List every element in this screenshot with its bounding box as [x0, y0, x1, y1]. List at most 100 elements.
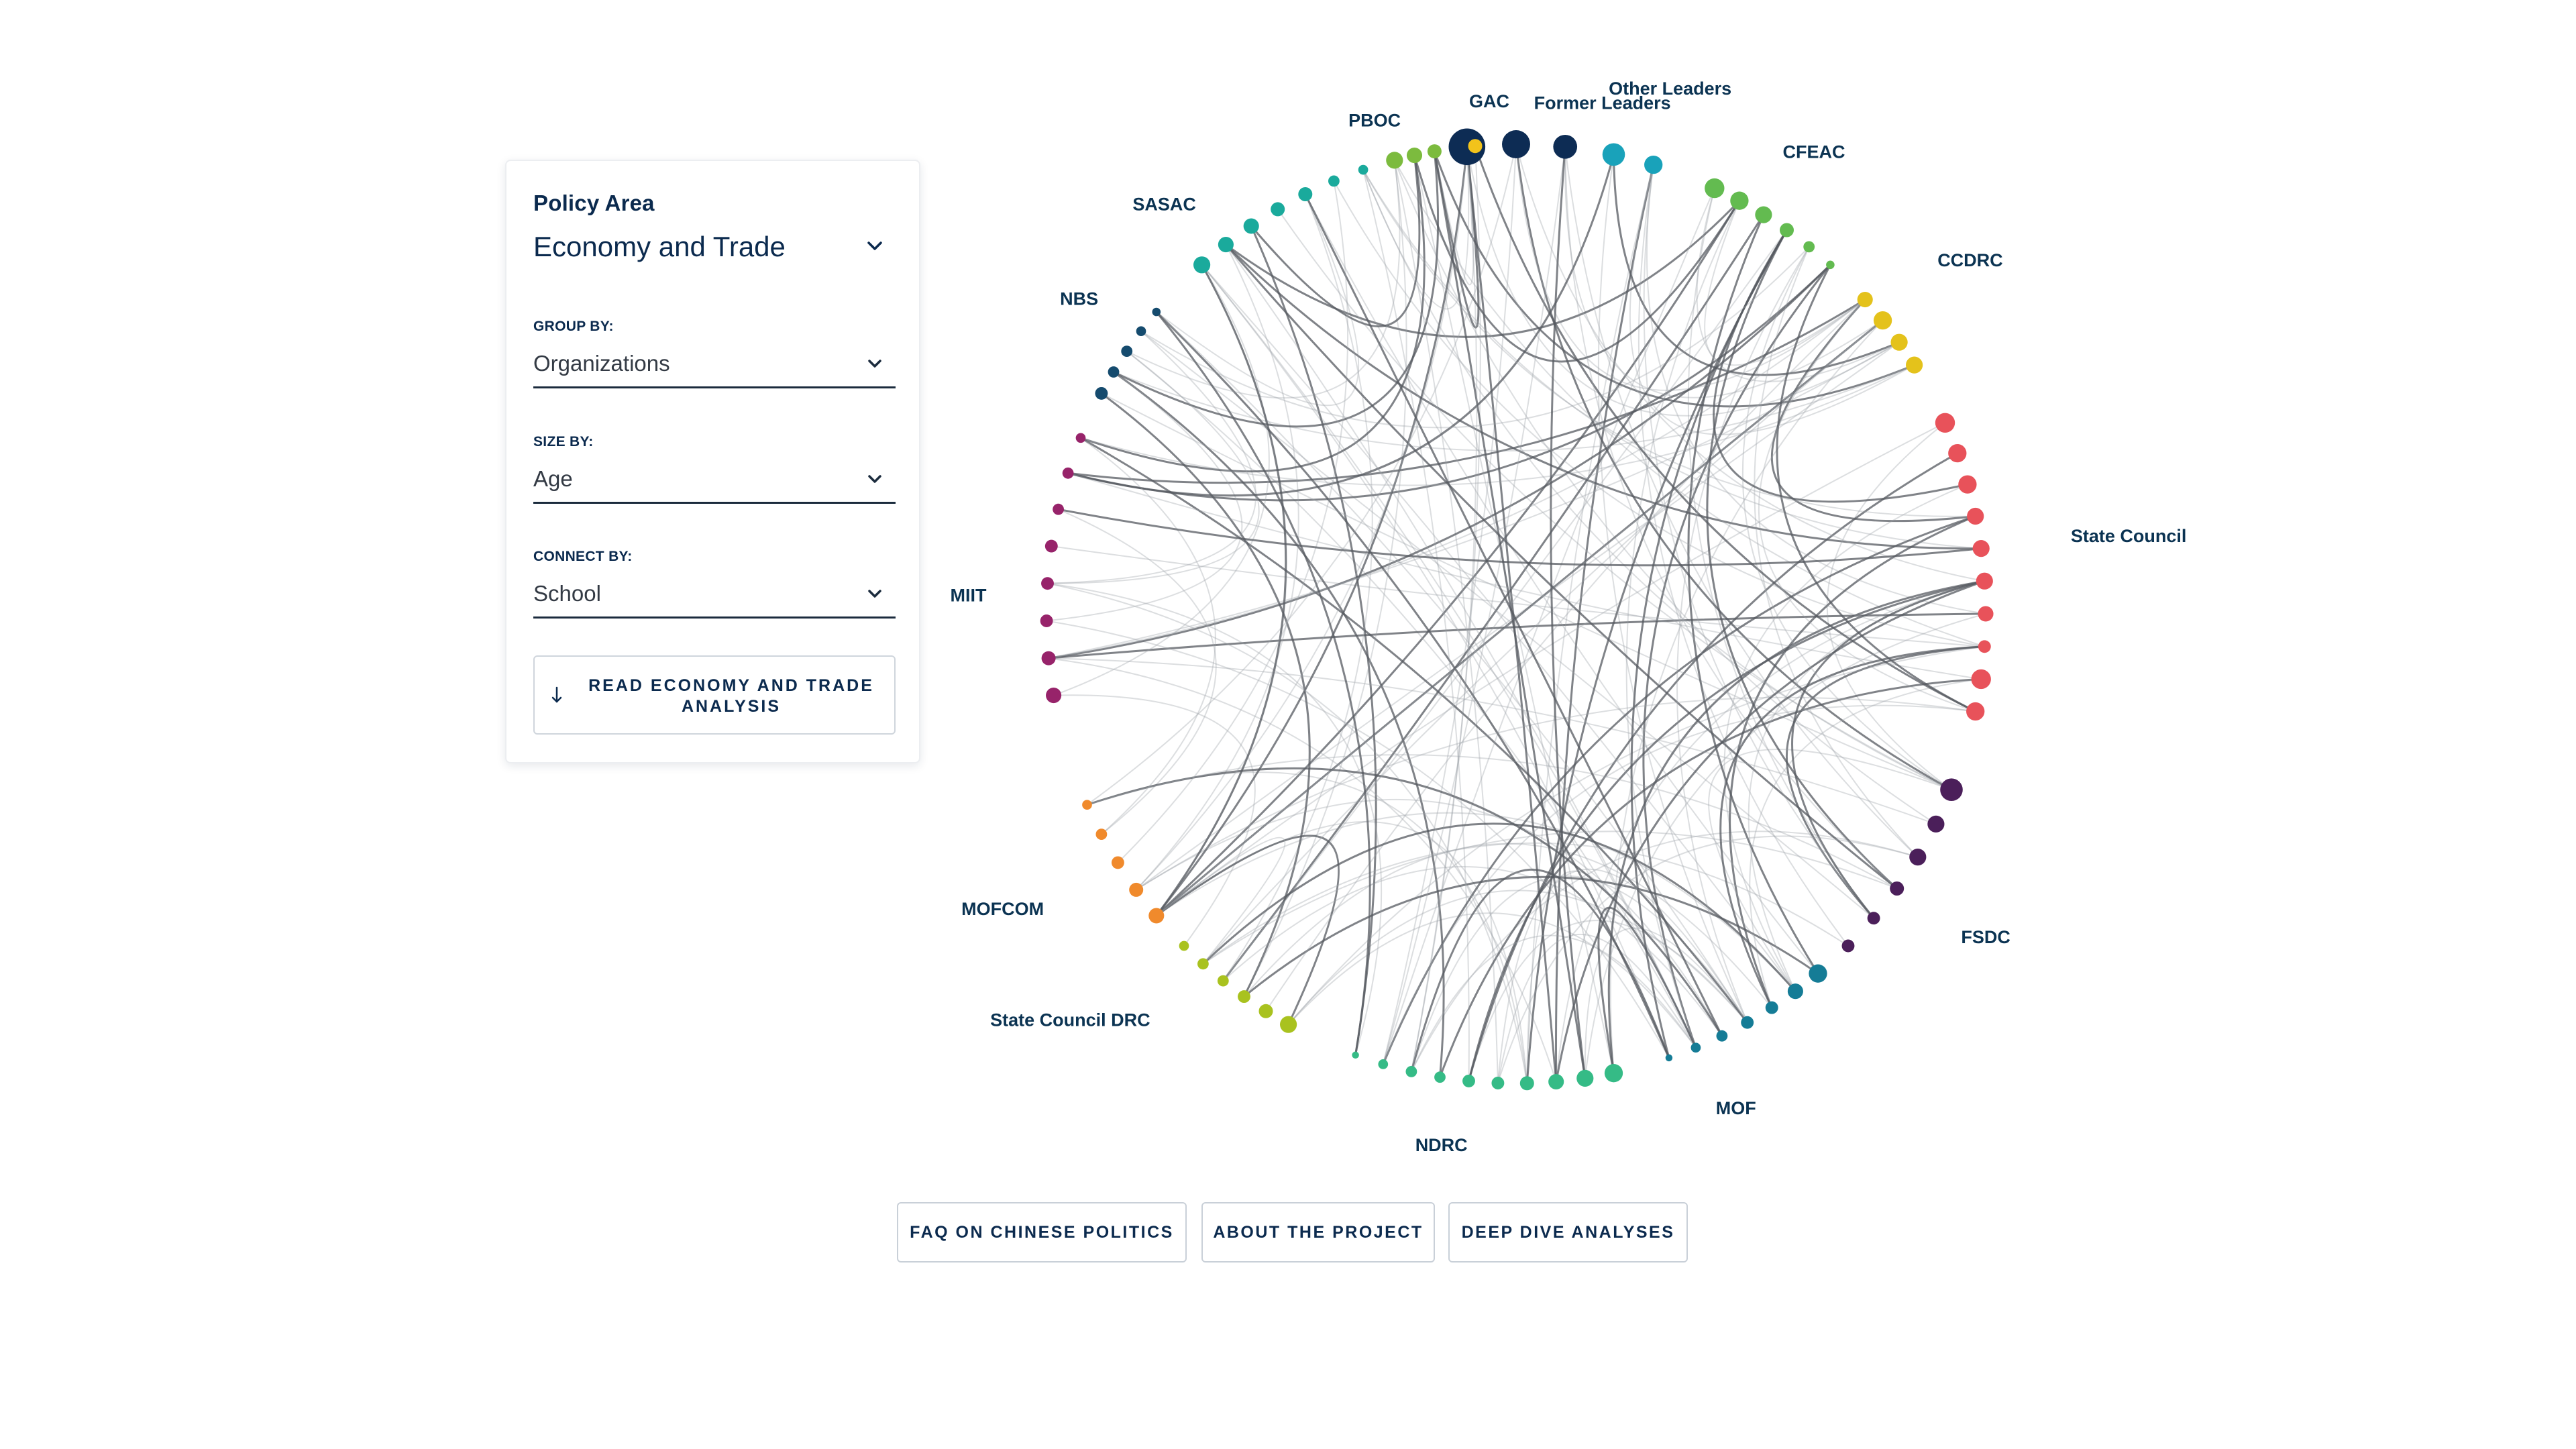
node-fsdc[interactable]	[1909, 849, 1927, 866]
node-state-council-drc[interactable]	[1280, 1016, 1297, 1033]
node-ndrc[interactable]	[1378, 1059, 1389, 1069]
network-link	[1758, 299, 1976, 712]
node-state-council[interactable]	[1948, 443, 1967, 463]
node-nbs[interactable]	[1108, 366, 1120, 378]
node-ndrc[interactable]	[1491, 1077, 1505, 1089]
node-fsdc[interactable]	[1867, 912, 1880, 925]
node-state-council[interactable]	[1967, 507, 1984, 525]
node-nbs[interactable]	[1152, 307, 1161, 317]
network-link	[1048, 341, 1900, 659]
node-ndrc[interactable]	[1462, 1074, 1475, 1087]
node-ndrc[interactable]	[1548, 1073, 1564, 1090]
node-cfeac[interactable]	[1705, 178, 1725, 199]
node-miit[interactable]	[1041, 651, 1056, 665]
node-cfeac[interactable]	[1803, 241, 1815, 253]
node-state-council-drc[interactable]	[1238, 990, 1250, 1004]
node-pboc[interactable]	[1406, 148, 1423, 164]
node-state-council[interactable]	[1966, 702, 1985, 721]
node-fsdc[interactable]	[1940, 778, 1963, 801]
node-miit[interactable]	[1062, 467, 1074, 479]
node-pboc[interactable]	[1386, 152, 1403, 169]
node-cfeac[interactable]	[1780, 223, 1794, 237]
node-ndrc[interactable]	[1405, 1066, 1417, 1077]
node-cfeac[interactable]	[1826, 260, 1835, 270]
node-cfeac[interactable]	[1730, 191, 1749, 210]
node-mof[interactable]	[1787, 983, 1803, 1000]
node-state-council[interactable]	[1978, 606, 1994, 622]
node-other-leaders[interactable]	[1644, 155, 1663, 174]
node-ccdrc[interactable]	[1857, 292, 1873, 308]
node-mofcom[interactable]	[1111, 856, 1124, 869]
node-mofcom[interactable]	[1148, 908, 1165, 924]
node-mof[interactable]	[1665, 1054, 1673, 1062]
node-sasac[interactable]	[1358, 164, 1368, 175]
network-link	[1047, 350, 1260, 584]
node-mof[interactable]	[1741, 1016, 1754, 1029]
policy-area-dropdown[interactable]: Economy and Trade	[533, 228, 896, 268]
node-fsdc[interactable]	[1890, 881, 1904, 896]
node-mofcom[interactable]	[1129, 882, 1144, 897]
node-mof[interactable]	[1690, 1042, 1701, 1053]
size-by-select[interactable]: Age	[533, 460, 896, 504]
node-gac[interactable]	[1468, 139, 1483, 154]
node-state-council[interactable]	[1972, 540, 1990, 557]
node-mof[interactable]	[1765, 1001, 1778, 1014]
faq-button[interactable]: FAQ ON CHINESE POLITICS	[897, 1202, 1187, 1263]
node-mof[interactable]	[1809, 964, 1827, 983]
network-link	[1087, 771, 1528, 1083]
group-by-select[interactable]: Organizations	[533, 344, 896, 388]
node-ndrc[interactable]	[1604, 1064, 1623, 1083]
node-miit[interactable]	[1075, 433, 1086, 443]
group-label-mofcom: MOFCOM	[961, 899, 1044, 919]
node-nbs[interactable]	[1121, 345, 1133, 357]
read-analysis-button[interactable]: READ ECONOMY AND TRADE ANALYSIS	[533, 655, 896, 735]
node-sasac[interactable]	[1243, 218, 1259, 234]
node-state-council[interactable]	[1978, 640, 1991, 653]
node-state-council-drc[interactable]	[1197, 958, 1209, 970]
node-state-council-drc[interactable]	[1217, 975, 1229, 987]
node-state-council[interactable]	[1976, 572, 1993, 590]
connect-by-select[interactable]: School	[533, 574, 896, 619]
node-sasac[interactable]	[1328, 175, 1340, 187]
node-mofcom[interactable]	[1082, 800, 1092, 810]
node-cfeac[interactable]	[1755, 206, 1772, 223]
node-mofcom[interactable]	[1095, 828, 1108, 840]
node-state-council[interactable]	[1935, 413, 1955, 433]
node-sasac[interactable]	[1271, 202, 1285, 217]
node-state-council[interactable]	[1971, 669, 1991, 690]
network-link	[1526, 870, 1697, 1083]
node-ccdrc[interactable]	[1890, 333, 1908, 351]
network-link	[1393, 160, 1985, 647]
network-link	[1243, 160, 1407, 998]
node-fsdc[interactable]	[1841, 939, 1855, 953]
node-sasac[interactable]	[1193, 256, 1211, 274]
about-project-button[interactable]: ABOUT THE PROJECT	[1201, 1202, 1435, 1263]
node-miit[interactable]	[1053, 503, 1064, 515]
node-state-council[interactable]	[1958, 475, 1977, 494]
node-sasac[interactable]	[1218, 237, 1234, 253]
network-link	[1126, 160, 1401, 399]
node-mof[interactable]	[1716, 1030, 1728, 1042]
node-ndrc[interactable]	[1519, 1076, 1534, 1091]
node-miit[interactable]	[1041, 577, 1054, 590]
node-ccdrc[interactable]	[1906, 356, 1923, 374]
node-pboc[interactable]	[1427, 144, 1442, 159]
node-nbs[interactable]	[1136, 326, 1146, 337]
node-fsdc[interactable]	[1927, 815, 1945, 833]
node-state-council-drc[interactable]	[1179, 941, 1189, 951]
node-other-leaders[interactable]	[1602, 143, 1625, 166]
node-miit[interactable]	[1046, 688, 1062, 704]
node-nbs[interactable]	[1095, 386, 1108, 400]
node-former-leaders[interactable]	[1553, 134, 1578, 159]
node-sasac[interactable]	[1298, 187, 1313, 201]
node-ndrc[interactable]	[1576, 1069, 1594, 1087]
node-former-leaders[interactable]	[1448, 128, 1486, 166]
node-miit[interactable]	[1040, 614, 1053, 627]
node-former-leaders[interactable]	[1502, 130, 1530, 158]
node-ndrc[interactable]	[1434, 1071, 1446, 1083]
node-ndrc[interactable]	[1352, 1051, 1359, 1059]
node-state-council-drc[interactable]	[1258, 1004, 1273, 1018]
deep-dive-button[interactable]: DEEP DIVE ANALYSES	[1448, 1202, 1688, 1263]
node-miit[interactable]	[1044, 539, 1058, 553]
node-ccdrc[interactable]	[1873, 311, 1892, 330]
